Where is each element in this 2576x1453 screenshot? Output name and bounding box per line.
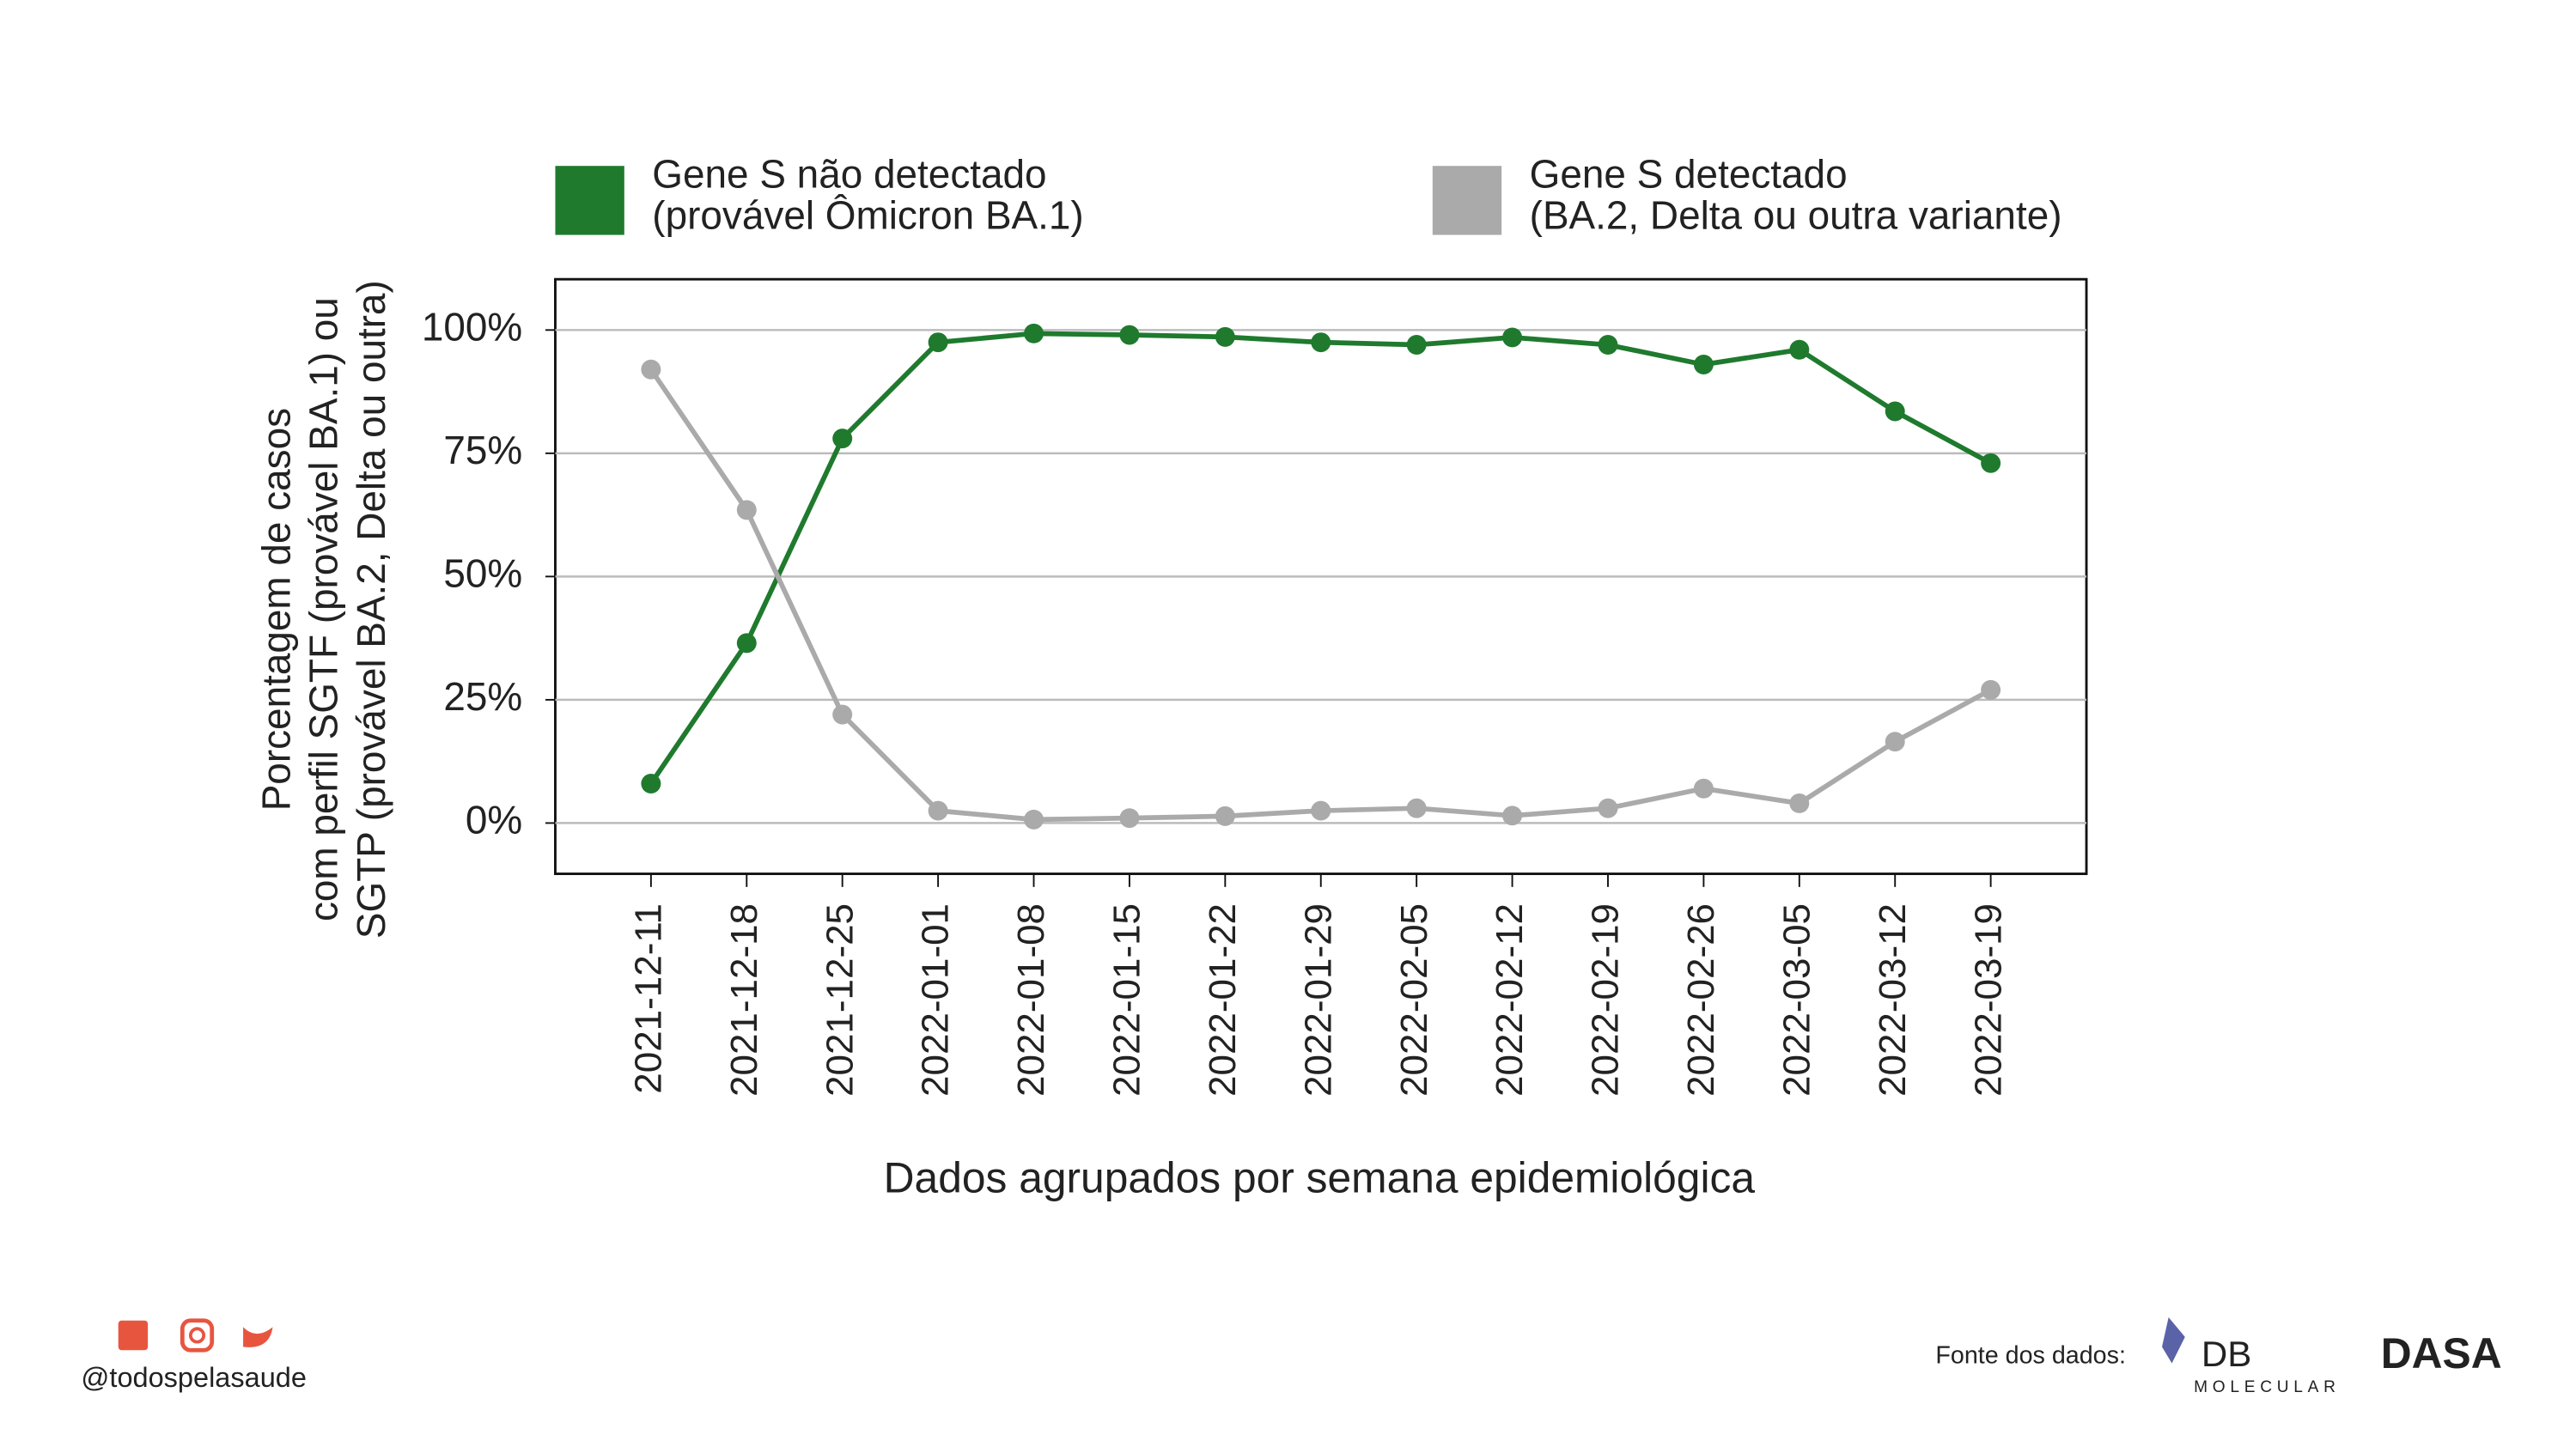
legend-swatch	[1432, 166, 1502, 235]
x-tick-label: 2022-01-15	[1106, 903, 1148, 1097]
y-tick-label: 0%	[466, 798, 522, 842]
y-tick-label: 25%	[443, 674, 522, 719]
molecular-logo: MOLECULAR	[2194, 1378, 2341, 1396]
x-tick-label: 2021-12-11	[628, 903, 670, 1094]
legend-label: Gene S não detectado	[652, 152, 1046, 197]
facebook-icon[interactable]	[118, 1320, 149, 1351]
x-tick-label: 2022-01-01	[915, 903, 957, 1097]
y-tick-label: 75%	[443, 428, 522, 472]
twitter-icon[interactable]	[243, 1327, 273, 1347]
x-tick-label: 2022-03-05	[1775, 903, 1818, 1097]
x-tick-label: 2021-12-25	[819, 903, 861, 1097]
point	[832, 704, 853, 725]
x-tick-label: 2022-01-29	[1297, 903, 1339, 1097]
db-logo-mark	[2162, 1316, 2185, 1364]
point	[928, 332, 948, 353]
point	[1981, 453, 2001, 473]
point	[1885, 732, 1905, 752]
point	[1502, 806, 1523, 826]
x-tick-label: 2022-02-26	[1680, 903, 1722, 1097]
legend-swatch	[555, 166, 624, 235]
point	[736, 500, 757, 520]
dasa-logo: DASA	[2381, 1329, 2502, 1377]
point	[1789, 339, 1810, 360]
point	[928, 800, 948, 821]
point	[1502, 327, 1523, 348]
legend-label: Gene S detectado	[1530, 152, 1848, 197]
point	[1981, 679, 2001, 700]
footer: @todospelasaude Fonte dos dados: DB MOLE…	[81, 1316, 2502, 1396]
x-tick-label: 2021-12-18	[723, 903, 765, 1097]
point	[1598, 335, 1618, 356]
point	[1119, 325, 1140, 345]
point	[1693, 355, 1714, 374]
point	[1024, 323, 1044, 343]
point	[641, 774, 661, 793]
x-tick-label: 2022-02-05	[1393, 903, 1435, 1097]
point	[1119, 808, 1140, 829]
y-axis-label: Porcentagem de casos	[253, 408, 298, 811]
point	[832, 429, 853, 449]
instagram-icon[interactable]	[180, 1318, 215, 1353]
point	[1311, 800, 1331, 821]
point	[1215, 326, 1235, 347]
point	[1598, 798, 1618, 818]
x-tick-label: 2022-02-19	[1585, 903, 1627, 1097]
point	[1693, 778, 1714, 799]
x-tick-label: 2022-01-22	[1202, 903, 1244, 1097]
y-axis-label: com perfil SGTF (provável BA.1) ou	[301, 297, 346, 921]
point	[1406, 798, 1427, 818]
point	[1024, 809, 1044, 830]
point	[1215, 806, 1235, 826]
point	[736, 633, 757, 654]
point	[1311, 332, 1331, 353]
source-label: Fonte dos dados:	[1935, 1341, 2126, 1369]
y-tick-label: 50%	[443, 550, 522, 595]
x-tick-label: 2022-02-12	[1489, 903, 1531, 1097]
instagram-icon-lens	[188, 1327, 206, 1344]
x-axis-label: Dados agrupados por semana epidemiológic…	[884, 1153, 1756, 1201]
point	[1885, 401, 1905, 422]
handle: @todospelasaude	[81, 1362, 307, 1393]
legend-label: (provável Ômicron BA.1)	[652, 193, 1083, 238]
y-axis-label: SGTP (provável BA.2, Delta ou outra)	[349, 280, 393, 939]
db-logo: DB	[2201, 1334, 2251, 1374]
y-tick-label: 100%	[422, 304, 522, 349]
x-tick-label: 2022-03-19	[1967, 903, 2009, 1097]
point	[641, 359, 661, 380]
x-tick-label: 2022-01-08	[1010, 903, 1052, 1097]
point	[1406, 335, 1427, 356]
x-tick-label: 2022-03-12	[1872, 903, 1914, 1097]
legend-label: (BA.2, Delta ou outra variante)	[1530, 193, 2062, 238]
point	[1789, 793, 1810, 813]
